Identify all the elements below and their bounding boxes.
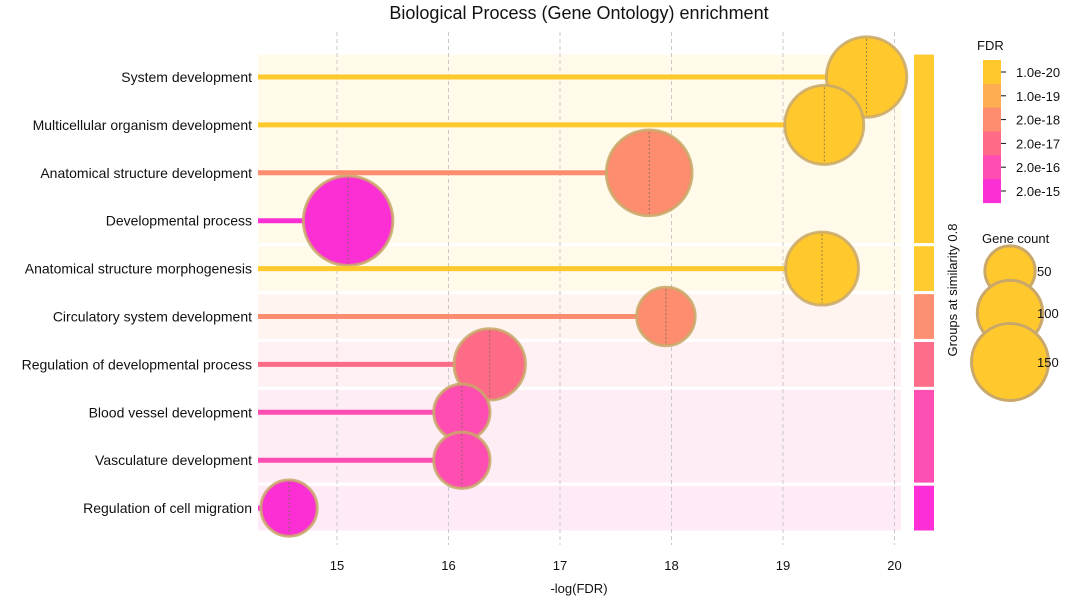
category-label: Multicellular organism development: [33, 117, 253, 133]
fdr-label: 2.0e-16: [1016, 160, 1060, 175]
fdr-swatch: [983, 83, 1001, 108]
fdr-label: 1.0e-19: [1016, 89, 1060, 104]
grid-lines: [336, 32, 895, 545]
fdr-swatch: [983, 179, 1001, 204]
group-bar: [914, 294, 934, 339]
category-label: Regulation of developmental process: [22, 356, 252, 372]
x-tick-label: 16: [441, 558, 455, 573]
category-label: Regulation of cell migration: [83, 500, 252, 516]
lollipop-point: [301, 174, 395, 267]
group-band: [258, 389, 901, 483]
fdr-swatch: [983, 155, 1001, 180]
gene-count-legend: Gene count 50 100 150: [970, 231, 1059, 402]
group-bar: [914, 342, 934, 387]
lollipop-point: [635, 285, 697, 348]
gene-count-legend-title: Gene count: [982, 231, 1050, 246]
group-bar: [914, 389, 934, 483]
fdr-legend-title: FDR: [977, 38, 1004, 53]
category-label: Blood vessel development: [89, 404, 253, 420]
gene-count-label: 100: [1037, 306, 1059, 321]
fdr-label: 2.0e-15: [1016, 184, 1060, 199]
x-tick-label: 15: [330, 558, 344, 573]
x-tick-labels: 15 16 17 18 19 20: [330, 558, 902, 573]
group-axis-label: Groups at similarity 0.8: [945, 224, 960, 357]
lollipop-point: [259, 478, 319, 538]
fdr-label: 2.0e-18: [1016, 113, 1060, 128]
group-bar: [914, 246, 934, 291]
x-tick-label: 17: [553, 558, 567, 573]
fdr-swatch: [983, 60, 1001, 85]
fdr-legend: FDR 1.0e-20 1.0e-19 2.0e-18 2.0e-17 2.0e-16 2…: [977, 38, 1060, 204]
category-label: Vasculature development: [95, 452, 252, 468]
lollipop-point: [784, 230, 860, 307]
category-label: Developmental process: [106, 213, 252, 229]
fdr-swatch: [983, 107, 1001, 132]
fdr-swatch: [983, 131, 1001, 156]
gene-count-label: 50: [1037, 264, 1051, 279]
group-bar: [914, 54, 934, 244]
gene-count-label: 150: [1037, 355, 1059, 370]
gene-count-swatch: [970, 322, 1050, 402]
data-marks: [258, 35, 909, 538]
category-label: System development: [121, 69, 252, 85]
fdr-label: 1.0e-20: [1016, 65, 1060, 80]
fdr-label: 2.0e-17: [1016, 136, 1060, 151]
x-tick-label: 20: [887, 558, 901, 573]
x-axis-label: -log(FDR): [550, 581, 607, 596]
x-tick-label: 19: [776, 558, 790, 573]
lollipop-point: [432, 430, 492, 490]
category-label: Circulatory system development: [53, 309, 252, 325]
group-bar: [914, 485, 934, 531]
category-label: Anatomical structure development: [40, 165, 252, 181]
group-band: [258, 485, 901, 531]
category-labels: System development Multicellular organism…: [22, 69, 252, 516]
category-label: Anatomical structure morphogenesis: [25, 261, 252, 277]
x-tick-label: 18: [664, 558, 678, 573]
chart-title: Biological Process (Gene Ontology) enric…: [389, 3, 768, 23]
group-bars: [914, 54, 934, 531]
